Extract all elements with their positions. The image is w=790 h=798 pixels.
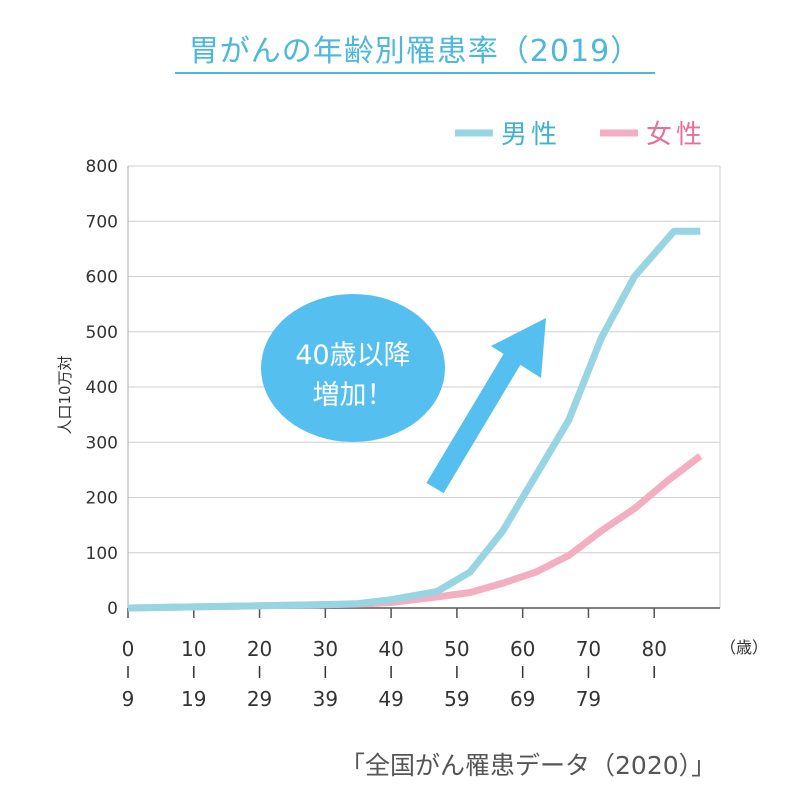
- series-line: [127, 453, 703, 612]
- x-tick-label-start: 70: [576, 637, 601, 661]
- series-line: [127, 227, 701, 612]
- page-title: 胃がんの年齢別罹患率（2019）: [188, 34, 642, 69]
- y-tick-label: 0: [107, 599, 118, 619]
- x-tick-label-start: 50: [444, 637, 469, 661]
- y-tick-label: 100: [86, 544, 118, 564]
- title-underline: [175, 72, 655, 74]
- legend-label: 男性: [501, 120, 561, 150]
- x-tick-label-start: 30: [313, 637, 338, 661]
- annotation-line2: 増加！: [313, 380, 394, 411]
- source-caption: 「全国がん罹患データ（2020）」: [340, 751, 717, 780]
- x-tick-label-start: 20: [247, 637, 272, 661]
- x-tick-label-start: 80: [641, 637, 666, 661]
- x-tick-label-end: 79: [576, 687, 601, 711]
- y-tick-label: 800: [86, 157, 118, 177]
- x-tick-label-end: 49: [378, 687, 403, 711]
- y-tick-label: 700: [86, 212, 118, 232]
- gridlines: [128, 165, 720, 554]
- y-tick-label: 400: [86, 378, 118, 398]
- x-tick-label-end: 19: [181, 687, 206, 711]
- x-tick-label-start: 60: [510, 637, 535, 661]
- x-tick-label-start: 0: [122, 637, 135, 661]
- x-tick-label-end: 59: [444, 687, 469, 711]
- x-tick-label-end: 29: [247, 687, 272, 711]
- x-tick-label-start: 40: [378, 637, 403, 661]
- x-tick-label-end: 69: [510, 687, 535, 711]
- y-tick-label: 200: [86, 489, 118, 509]
- y-tick-label: 500: [86, 323, 118, 343]
- annotation-bubble: [261, 294, 445, 442]
- y-tick-label: 300: [86, 433, 118, 453]
- series-lines: [127, 227, 703, 612]
- x-tick-label-end: 9: [122, 687, 135, 711]
- arrow-head: [491, 318, 546, 378]
- x-axis-unit-label: （歳）: [720, 638, 768, 657]
- y-tick-labels: 0 100 200 300 400 500 600 700 800: [86, 157, 118, 619]
- legend: 男性 女性: [455, 120, 706, 150]
- arrow-shaft: [426, 350, 523, 494]
- annotation-line1: 40歳以降: [295, 340, 410, 371]
- x-tick-labels: 0 9 10 19 20 29 30 39 40 49 50 59 60 69 70 79 80: [122, 608, 667, 711]
- x-tick-label-start: 10: [181, 637, 206, 661]
- x-tick-label-end: 39: [313, 687, 338, 711]
- y-tick-label: 600: [86, 268, 118, 288]
- y-axis-label: 人口10万対: [56, 355, 74, 434]
- legend-label: 女性: [646, 120, 706, 150]
